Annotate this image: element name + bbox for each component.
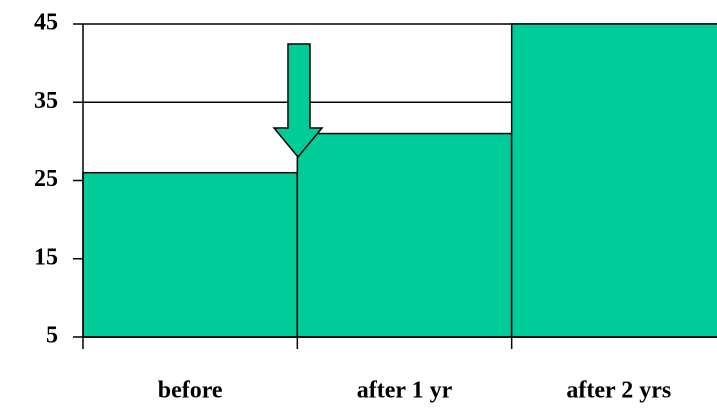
y-tick-label: 25 <box>34 166 58 192</box>
y-tick-label: 45 <box>34 10 58 36</box>
y-tick-label: 35 <box>34 88 58 114</box>
x-tick-label: before <box>158 378 223 404</box>
x-tick-label: after 2 yrs <box>566 378 671 404</box>
arrow <box>272 43 324 159</box>
bar <box>510 23 717 338</box>
y-tick-label: 5 <box>46 323 58 349</box>
bar <box>296 132 513 338</box>
x-tick-label: after 1 yr <box>357 378 453 404</box>
bar <box>82 171 299 338</box>
y-tick-label: 15 <box>34 244 58 270</box>
